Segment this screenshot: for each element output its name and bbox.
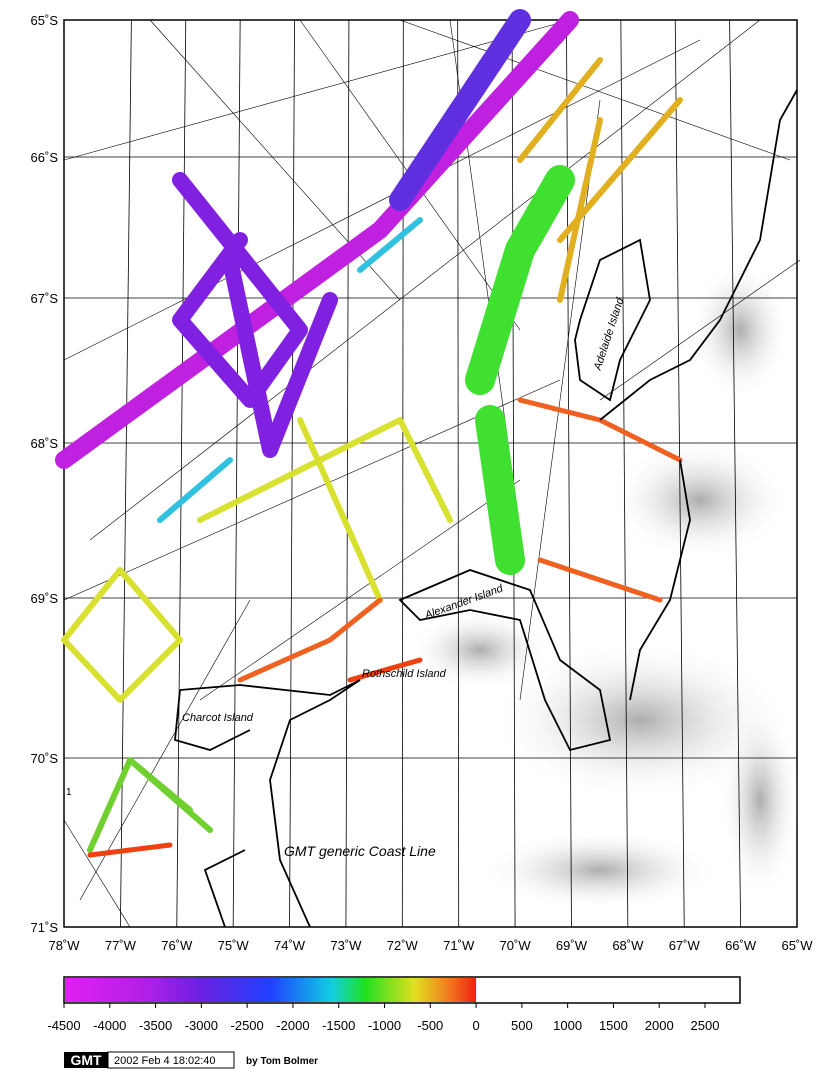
latitude-label: 70˚S: [31, 751, 59, 766]
coastlines: [174, 89, 798, 928]
longitude-label: 68˚W: [612, 938, 644, 953]
longitude-label: 69˚W: [556, 938, 588, 953]
longitude-line: [345, 19, 350, 928]
colorbar-tick-label: 1000: [553, 1018, 582, 1033]
longitude-label: 74˚W: [274, 938, 306, 953]
colorbar-tick-label: 2500: [691, 1018, 720, 1033]
longitude-label: 76˚W: [161, 938, 193, 953]
colorbar-tick-label: -3500: [139, 1018, 172, 1033]
colorbar-tick-label: -4500: [47, 1018, 80, 1033]
longitude-line: [176, 19, 187, 928]
latitude-label: 65˚S: [31, 13, 59, 28]
gmt-logo: [64, 1052, 108, 1068]
place-label: GMT generic Coast Line: [284, 843, 436, 859]
logo-text: GMT: [70, 1052, 102, 1068]
longitude-label: 65˚W: [781, 938, 813, 953]
colorbar-tick-label: 0: [472, 1018, 479, 1033]
longitude-line: [401, 19, 404, 928]
latitude-label: 68˚S: [31, 436, 59, 451]
colorbar-tick-label: -1500: [322, 1018, 355, 1033]
colorbar-axis: -4500 -4000 -3500 -3000 -2500 -2000 -1500 -1000…: [47, 1003, 719, 1033]
longitude-label: 71˚W: [443, 938, 475, 953]
place-label: Charcot Island: [182, 712, 254, 724]
longitude-label: 70˚W: [500, 938, 532, 953]
colorbar-tick-label: -2500: [231, 1018, 264, 1033]
timestamp: 2002 Feb 4 18:02:40: [114, 1055, 216, 1067]
longitude-line: [729, 19, 742, 928]
colorbar-tick-label: -2000: [276, 1018, 309, 1033]
ship-tracks: [55, 9, 801, 928]
colorbar-tick-label: 2000: [645, 1018, 674, 1033]
author: by Tom Bolmer: [246, 1056, 318, 1067]
latitude-label: 66˚S: [31, 150, 59, 165]
timestamp-box: [107, 1051, 235, 1069]
longitude-line: [457, 19, 460, 928]
longitude-label: 67˚W: [669, 938, 701, 953]
place-label: 1: [66, 787, 72, 798]
longitude-label: 72˚W: [387, 938, 419, 953]
longitude-label: 73˚W: [330, 938, 362, 953]
colorbar-tick-label: 1500: [599, 1018, 628, 1033]
place-label: Rothschild Island: [362, 668, 447, 680]
longitude-line: [674, 19, 685, 928]
longitude-label: 77˚W: [105, 938, 137, 953]
longitude-label: 78˚W: [48, 938, 80, 953]
colorbar-tick-label: -1000: [368, 1018, 401, 1033]
longitude-line: [232, 19, 241, 928]
colorbar-fill: [65, 978, 477, 1002]
colorbar-tick-label: -500: [417, 1018, 443, 1033]
colorbar-tick-label: -4000: [93, 1018, 126, 1033]
latitude-label: 71˚S: [31, 920, 59, 935]
colorbar-tick-label: -3000: [185, 1018, 218, 1033]
longitude-line: [511, 19, 516, 928]
longitude-label: 66˚W: [725, 938, 757, 953]
latitude-label: 69˚S: [31, 591, 59, 606]
longitude-label: 75˚W: [218, 938, 250, 953]
colorbar-tick-label: 500: [511, 1018, 533, 1033]
latitude-label: 67˚S: [31, 291, 59, 306]
